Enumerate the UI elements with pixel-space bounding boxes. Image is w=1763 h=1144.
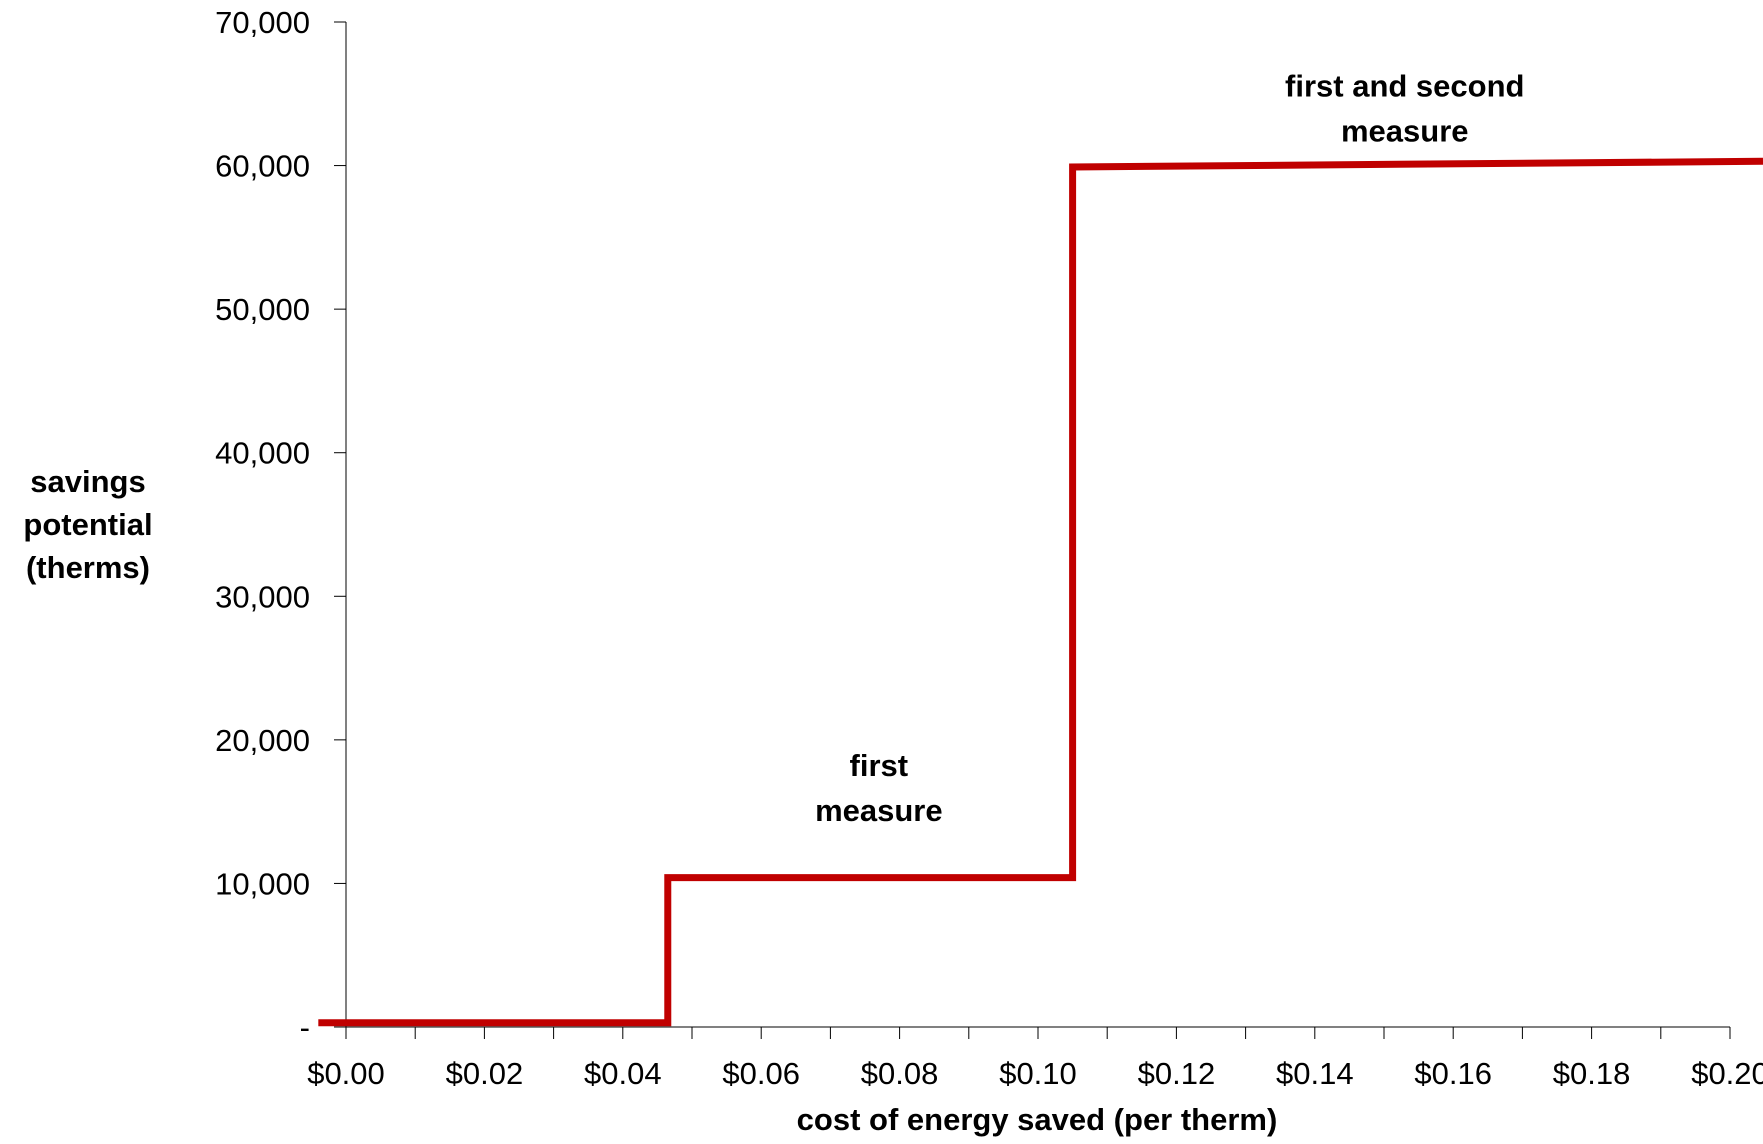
x-axis-title: cost of energy saved (per therm) [797, 1102, 1278, 1137]
x-tick-label: $0.08 [861, 1056, 939, 1091]
annotation-layer: first measure first and second measure [815, 69, 1524, 828]
y-tick-label: 70,000 [215, 5, 310, 40]
y-tick-label: 50,000 [215, 292, 310, 327]
y-tick-label: 30,000 [215, 579, 310, 614]
y-tick-label: - [300, 1010, 310, 1045]
y-axis-title-line: (therms) [26, 550, 150, 585]
series-line [318, 157, 1763, 1027]
y-tick-label: 20,000 [215, 723, 310, 758]
x-tick-label: $0.12 [1138, 1056, 1216, 1091]
x-ticks: $0.00 $0.02 $0.04 $0.06 $0.08 $0.10 $0.12 $0.14… [307, 1027, 1763, 1091]
series-layer [318, 157, 1763, 1027]
x-tick-label: $0.16 [1414, 1056, 1492, 1091]
x-tick-label: $0.06 [722, 1056, 800, 1091]
y-tick-label: 60,000 [215, 149, 310, 184]
y-axis-title-line: savings [30, 464, 145, 499]
annotation-text: measure [1341, 114, 1469, 149]
x-tick-label: $0.00 [307, 1056, 385, 1091]
y-axis-title-line: potential [23, 507, 152, 542]
y-tick-label: 40,000 [215, 436, 310, 471]
x-tick-label: $0.10 [999, 1056, 1077, 1091]
x-tick-label: $0.18 [1553, 1056, 1631, 1091]
annotation-text: first [850, 748, 909, 783]
annotation-text: measure [815, 793, 943, 828]
x-tick-label: $0.20 [1691, 1056, 1763, 1091]
x-tick-label: $0.02 [446, 1056, 524, 1091]
y-axis-title: savings potential (therms) [23, 464, 152, 585]
y-tick-label: 10,000 [215, 866, 310, 901]
x-tick-label: $0.14 [1276, 1056, 1354, 1091]
y-ticks: - 10,000 20,000 30,000 40,000 50,000 60,000 70,… [215, 5, 346, 1045]
x-tick-label: $0.04 [584, 1056, 662, 1091]
annotation-text: first and second [1285, 69, 1524, 104]
